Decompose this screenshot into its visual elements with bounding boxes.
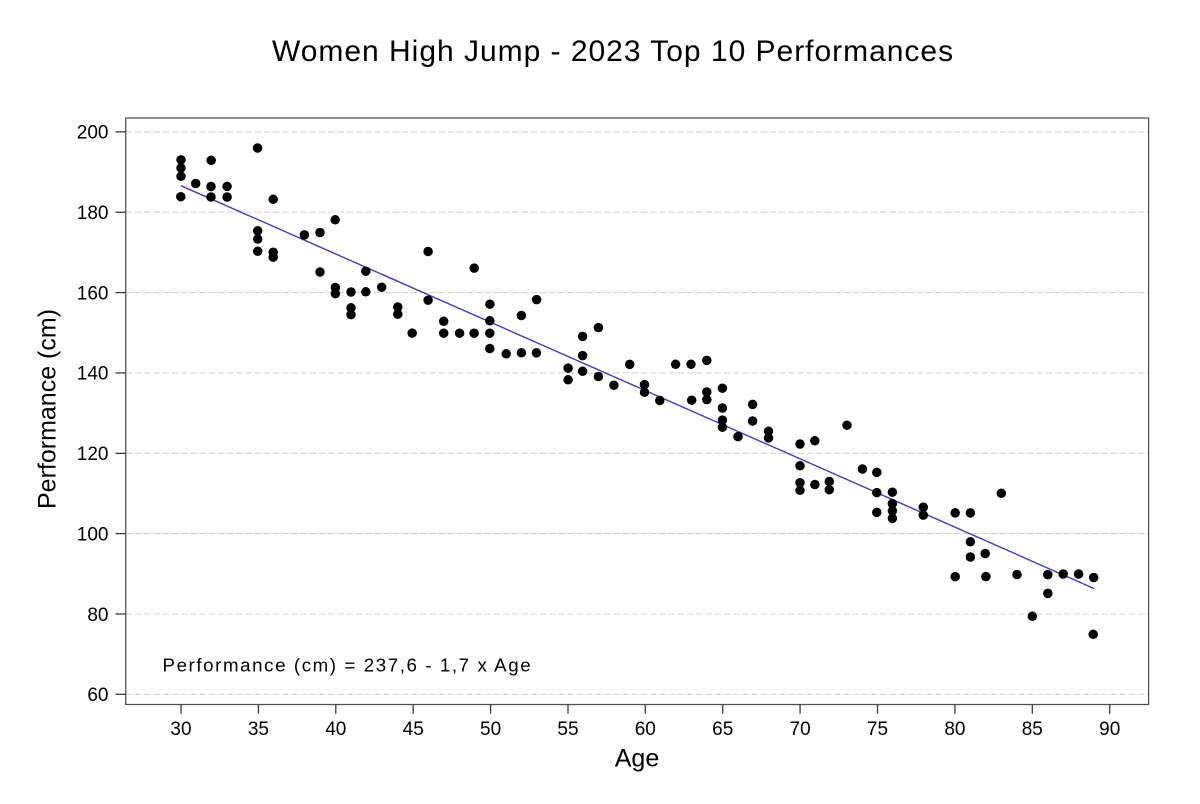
- svg-text:Performance (cm) = 237,6 - 1,7: Performance (cm) = 237,6 - 1,7 x Age: [163, 655, 533, 676]
- svg-text:90: 90: [1099, 719, 1120, 740]
- svg-text:55: 55: [557, 719, 578, 740]
- svg-text:80: 80: [87, 605, 108, 626]
- svg-text:70: 70: [790, 719, 811, 740]
- svg-text:140: 140: [77, 364, 109, 385]
- svg-text:180: 180: [77, 203, 109, 224]
- svg-text:160: 160: [77, 283, 109, 304]
- svg-text:Women High Jump - 2023 Top 10: Women High Jump - 2023 Top 10 Performanc…: [272, 35, 954, 68]
- svg-text:100: 100: [77, 524, 109, 545]
- svg-text:45: 45: [403, 719, 424, 740]
- svg-text:50: 50: [480, 719, 501, 740]
- svg-text:Performance (cm): Performance (cm): [34, 309, 62, 509]
- svg-text:80: 80: [944, 719, 965, 740]
- svg-text:40: 40: [325, 719, 346, 740]
- svg-text:200: 200: [77, 123, 109, 144]
- svg-text:35: 35: [248, 719, 269, 740]
- svg-text:75: 75: [867, 719, 888, 740]
- svg-text:65: 65: [712, 719, 733, 740]
- svg-text:30: 30: [170, 719, 191, 740]
- svg-text:Age: Age: [615, 744, 659, 772]
- svg-text:85: 85: [1022, 719, 1043, 740]
- svg-text:60: 60: [87, 685, 108, 706]
- svg-text:60: 60: [635, 719, 656, 740]
- svg-text:120: 120: [77, 444, 109, 465]
